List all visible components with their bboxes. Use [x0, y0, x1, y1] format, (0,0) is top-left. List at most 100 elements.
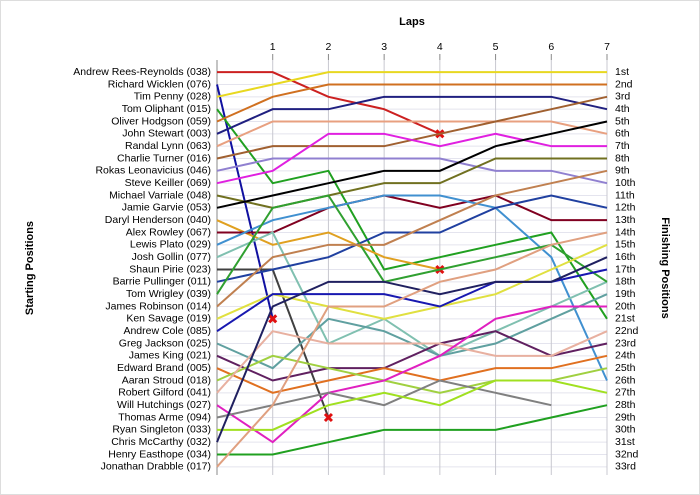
series-line: [216, 83, 607, 123]
y2-tick-label: 15th: [615, 239, 636, 251]
series-line: [217, 71, 441, 135]
series-name: Barrie Pullinger (011): [113, 276, 211, 288]
series-name: Jamie Garvie (053): [122, 202, 211, 214]
retire-marker: [323, 412, 333, 423]
series-name: Thomas Arme (094): [118, 411, 211, 423]
y2-tick-label: 9th: [615, 165, 630, 177]
y2-tick-label: 11th: [615, 189, 635, 201]
series-line: [216, 95, 608, 135]
series-name: Ryan Singleton (033): [112, 424, 211, 436]
series-name: Edward Brand (005): [117, 362, 211, 374]
y2-tick-label: 23rd: [615, 337, 636, 349]
series-line: [216, 169, 608, 308]
y-axis-label: Starting Positions: [24, 221, 36, 315]
series-line: [216, 305, 607, 444]
series-name: Michael Varriale (048): [109, 189, 211, 201]
y2-tick-label: 8th: [615, 152, 630, 164]
y2-tick-label: 26th: [615, 374, 636, 386]
series-line: [216, 120, 608, 209]
y2-tick-label: 21st: [615, 313, 635, 325]
series-name: Chris McCarthy (032): [111, 436, 211, 448]
y2-tick-label: 17th: [615, 263, 636, 275]
x-tick-label: 2: [326, 41, 332, 53]
y2-tick-label: 29th: [615, 411, 636, 423]
series-name: Robert Gilford (041): [118, 387, 211, 399]
chart-title: Laps: [399, 16, 425, 28]
series-line: [217, 194, 607, 234]
series-line: [216, 194, 608, 295]
y2-tick-label: 30th: [615, 424, 636, 436]
series-line: [216, 330, 608, 382]
series-line: [217, 379, 608, 431]
series-name: Tim Penny (028): [134, 91, 211, 103]
y2-tick-label: 14th: [615, 226, 636, 238]
y2-tick-label: 27th: [615, 387, 636, 399]
series-name: Aaran Stroud (018): [122, 374, 211, 386]
series-line: [216, 120, 608, 148]
y2-tick-label: 20th: [615, 300, 636, 312]
series-line: [216, 132, 607, 185]
x-tick-label: 1: [270, 41, 276, 53]
series-name: Tom Wrigley (039): [126, 288, 211, 300]
series-name: Jonathan Drabble (017): [101, 461, 211, 473]
y2-tick-label: 7th: [615, 140, 630, 152]
y2-tick-label: 13th: [615, 214, 636, 226]
series-line: [216, 157, 608, 185]
series-name: Tom Oliphant (015): [122, 103, 211, 115]
series-line: [216, 330, 608, 394]
y2-tick-label: 4th: [615, 103, 630, 115]
series-name: Oliver Hodgson (059): [111, 115, 211, 127]
series-name: Andrew Rees-Reynolds (038): [73, 66, 211, 78]
y2-tick-label: 32nd: [615, 448, 639, 460]
y2-tick-label: 2nd: [615, 78, 633, 90]
y2-tick-label: 10th: [615, 177, 636, 189]
series-name: Will Hutchings (027): [117, 399, 211, 411]
series-name: Henry Easthope (034): [108, 448, 211, 460]
y2-tick-label: 24th: [615, 350, 636, 362]
series-name: Richard Wicklen (076): [108, 78, 211, 90]
series-line: [217, 404, 608, 456]
y2-tick-label: 16th: [615, 251, 636, 263]
y2-tick-label: 22nd: [615, 325, 639, 337]
series-name: Lewis Plato (029): [130, 239, 211, 251]
series-name: Rokas Leonavicius (046): [95, 165, 211, 177]
x-tick-label: 5: [493, 41, 499, 53]
x-tick-label: 3: [381, 41, 387, 53]
y2-tick-label: 19th: [615, 288, 636, 300]
series-name: James Robinson (014): [105, 300, 211, 312]
series-name: Daryl Henderson (040): [105, 214, 211, 226]
y2-tick-label: 18th: [615, 276, 636, 288]
series-name: Steve Keiller (069): [125, 177, 211, 189]
series-name: Andrew Cole (085): [123, 325, 211, 337]
y2-tick-label: 25th: [615, 362, 636, 374]
series-name: Josh Gollin (077): [132, 251, 211, 263]
series-line: [216, 354, 608, 394]
x-tick-label: 6: [548, 41, 554, 53]
y2-tick-label: 31st: [615, 436, 635, 448]
y2-tick-label: 28th: [615, 399, 636, 411]
series-name: Greg Jackson (025): [119, 337, 211, 349]
retire-marker: [268, 314, 278, 324]
y2-tick-label: 3rd: [615, 91, 630, 103]
series-line: [216, 71, 607, 98]
x-tick-label: 7: [604, 41, 610, 53]
series-name: John Stewart (003): [122, 128, 211, 140]
x-tick-label: 4: [437, 41, 443, 53]
series-line: [216, 256, 608, 443]
y2-tick-label: 6th: [615, 128, 630, 140]
series-name: James King (021): [129, 350, 211, 362]
series-name: Shaun Pirie (023): [129, 263, 211, 275]
series-name: Ken Savage (019): [126, 313, 211, 325]
y2-tick-label: 5th: [615, 115, 630, 127]
series-name: Randal Lynn (063): [125, 140, 211, 152]
series-line: [216, 243, 608, 320]
series-name: Charlie Turner (016): [117, 152, 211, 164]
series-line: [216, 231, 608, 468]
y2-tick-label: 1st: [615, 66, 629, 78]
y2-axis-label: Finishing Positions: [659, 217, 671, 318]
series-line: [216, 231, 608, 357]
series-name: Alex Rowley (067): [126, 226, 211, 238]
y2-tick-label: 33rd: [615, 461, 636, 473]
y2-tick-label: 12th: [615, 202, 636, 214]
